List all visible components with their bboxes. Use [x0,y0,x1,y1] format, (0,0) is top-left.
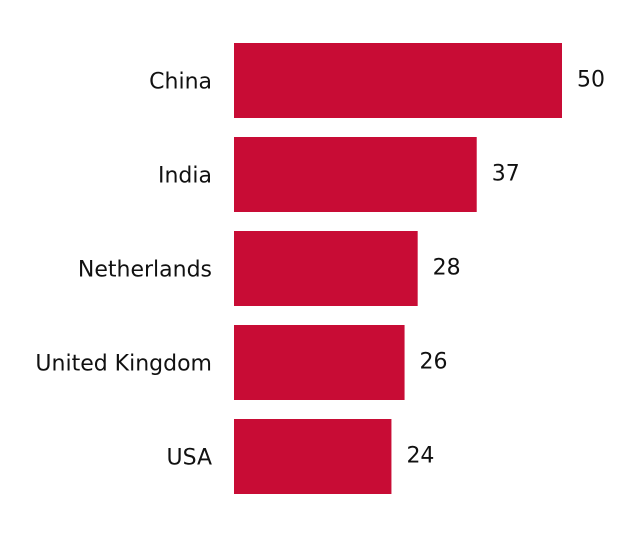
category-label: United Kingdom [35,352,212,377]
data-label: 28 [433,256,461,281]
bar [234,419,392,494]
bar [234,137,477,212]
category-label: India [158,164,212,189]
category-label: USA [166,446,212,471]
category-label: China [149,70,212,95]
bar [234,325,405,400]
bar [234,231,418,306]
data-label: 26 [420,350,448,375]
category-label: Netherlands [78,258,212,283]
data-label: 37 [492,162,520,187]
data-label: 24 [406,444,434,469]
bar [234,43,562,118]
data-label: 50 [577,68,605,93]
